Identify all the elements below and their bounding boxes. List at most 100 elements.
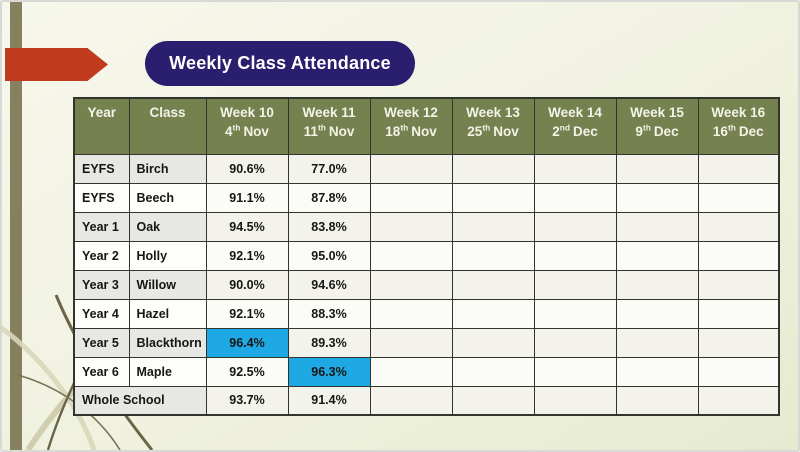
empty-cell bbox=[615, 211, 699, 242]
arrow-accent bbox=[5, 48, 108, 81]
empty-cell bbox=[533, 240, 617, 271]
empty-cell bbox=[533, 298, 617, 329]
empty-cell bbox=[369, 298, 453, 329]
year-cell: Year 5 bbox=[73, 327, 130, 358]
empty-cell bbox=[451, 182, 535, 213]
col-header-week14: Week 14 2nd Dec bbox=[533, 97, 617, 155]
empty-cell bbox=[697, 385, 780, 416]
week11-cell: 77.0% bbox=[287, 153, 371, 184]
class-cell: Hazel bbox=[128, 298, 207, 329]
week11-cell: 88.3% bbox=[287, 298, 371, 329]
empty-cell bbox=[451, 240, 535, 271]
col-header-week10: Week 10 4th Nov bbox=[205, 97, 289, 155]
empty-cell bbox=[697, 153, 780, 184]
page-title-text: Weekly Class Attendance bbox=[169, 53, 391, 73]
year-cell: Year 3 bbox=[73, 269, 130, 300]
header-row: Year Class Week 10 4th Nov Week 11 11th Nov … bbox=[73, 97, 780, 155]
empty-cell bbox=[451, 153, 535, 184]
empty-cell bbox=[533, 385, 617, 416]
empty-cell bbox=[615, 269, 699, 300]
empty-cell bbox=[615, 240, 699, 271]
class-cell: Holly bbox=[128, 240, 207, 271]
empty-cell bbox=[697, 298, 780, 329]
year-cell: Year 6 bbox=[73, 356, 130, 387]
table-row: Year 1 Oak 94.5% 83.8% bbox=[73, 211, 780, 242]
week10-cell: 90.0% bbox=[205, 269, 289, 300]
class-cell: Birch bbox=[128, 153, 207, 184]
week10-cell: 92.1% bbox=[205, 240, 289, 271]
col-header-week13: Week 13 25th Nov bbox=[451, 97, 535, 155]
week11-cell: 94.6% bbox=[287, 269, 371, 300]
table-body: EYFS Birch 90.6% 77.0% EYFS Beech 91.1% … bbox=[73, 153, 780, 416]
year-cell: Year 4 bbox=[73, 298, 130, 329]
week10-cell: 92.1% bbox=[205, 298, 289, 329]
class-cell: Beech bbox=[128, 182, 207, 213]
empty-cell bbox=[451, 356, 535, 387]
empty-cell bbox=[451, 269, 535, 300]
empty-cell bbox=[369, 211, 453, 242]
week11-cell: 95.0% bbox=[287, 240, 371, 271]
table-row: Year 6 Maple 92.5% 96.3% bbox=[73, 356, 780, 387]
empty-cell bbox=[533, 153, 617, 184]
empty-cell bbox=[369, 327, 453, 358]
empty-cell bbox=[533, 356, 617, 387]
empty-cell bbox=[451, 327, 535, 358]
empty-cell bbox=[615, 153, 699, 184]
col-header-week16: Week 16 16th Dec bbox=[697, 97, 780, 155]
table-row: Year 4 Hazel 92.1% 88.3% bbox=[73, 298, 780, 329]
col-header-week15: Week 15 9th Dec bbox=[615, 97, 699, 155]
empty-cell bbox=[697, 327, 780, 358]
table-row: EYFS Beech 91.1% 87.8% bbox=[73, 182, 780, 213]
empty-cell bbox=[369, 269, 453, 300]
year-cell: EYFS bbox=[73, 182, 130, 213]
empty-cell bbox=[697, 182, 780, 213]
week11-cell-highlighted: 96.3% bbox=[287, 356, 371, 387]
week10-cell: 94.5% bbox=[205, 211, 289, 242]
page-title: Weekly Class Attendance bbox=[145, 41, 415, 86]
empty-cell bbox=[615, 385, 699, 416]
class-cell: Oak bbox=[128, 211, 207, 242]
empty-cell bbox=[615, 298, 699, 329]
table-row: EYFS Birch 90.6% 77.0% bbox=[73, 153, 780, 184]
empty-cell bbox=[533, 182, 617, 213]
week11-cell: 89.3% bbox=[287, 327, 371, 358]
year-cell: Year 2 bbox=[73, 240, 130, 271]
empty-cell bbox=[451, 385, 535, 416]
table-row: Year 5 Blackthorn 96.4% 89.3% bbox=[73, 327, 780, 358]
year-cell: Year 1 bbox=[73, 211, 130, 242]
week11-cell: 83.8% bbox=[287, 211, 371, 242]
empty-cell bbox=[533, 269, 617, 300]
empty-cell bbox=[451, 298, 535, 329]
year-cell: EYFS bbox=[73, 153, 130, 184]
week10-cell: 90.6% bbox=[205, 153, 289, 184]
col-header-week11: Week 11 11th Nov bbox=[287, 97, 371, 155]
empty-cell bbox=[533, 327, 617, 358]
col-header-class: Class bbox=[128, 97, 207, 155]
empty-cell bbox=[451, 211, 535, 242]
week11-cell: 91.4% bbox=[287, 385, 371, 416]
week10-cell: 92.5% bbox=[205, 356, 289, 387]
whole-school-cell: Whole School bbox=[73, 385, 207, 416]
table-row: Year 2 Holly 92.1% 95.0% bbox=[73, 240, 780, 271]
empty-cell bbox=[697, 211, 780, 242]
empty-cell bbox=[369, 240, 453, 271]
empty-cell bbox=[369, 356, 453, 387]
attendance-table: Year Class Week 10 4th Nov Week 11 11th Nov … bbox=[73, 97, 780, 416]
class-cell: Blackthorn bbox=[128, 327, 207, 358]
empty-cell bbox=[369, 153, 453, 184]
empty-cell bbox=[369, 182, 453, 213]
week10-cell: 91.1% bbox=[205, 182, 289, 213]
class-cell: Willow bbox=[128, 269, 207, 300]
week10-cell-highlighted: 96.4% bbox=[205, 327, 289, 358]
empty-cell bbox=[697, 356, 780, 387]
empty-cell bbox=[697, 240, 780, 271]
col-header-week12: Week 12 18th Nov bbox=[369, 97, 453, 155]
empty-cell bbox=[697, 269, 780, 300]
empty-cell bbox=[369, 385, 453, 416]
table-row: Year 3 Willow 90.0% 94.6% bbox=[73, 269, 780, 300]
class-cell: Maple bbox=[128, 356, 207, 387]
week11-cell: 87.8% bbox=[287, 182, 371, 213]
table-row-whole-school: Whole School 93.7% 91.4% bbox=[73, 385, 780, 416]
week10-cell: 93.7% bbox=[205, 385, 289, 416]
